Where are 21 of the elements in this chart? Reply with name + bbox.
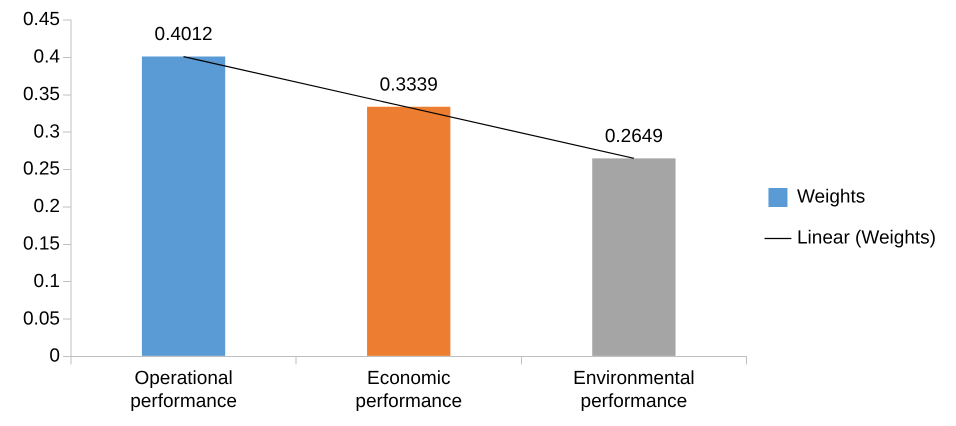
y-tick-label: 0.05 xyxy=(22,308,60,330)
y-tick-label: 0.3 xyxy=(34,121,60,142)
x-tick-label: Environmental performance xyxy=(573,368,695,412)
y-tick-label: 0 xyxy=(49,346,60,367)
data-label: 0.2649 xyxy=(604,126,663,148)
bar xyxy=(592,158,676,356)
y-tick-label: 0.15 xyxy=(22,234,60,254)
legend-label: Weights xyxy=(796,186,866,208)
y-tick-label: 0.35 xyxy=(22,84,60,105)
x-tick-label: Operational performance xyxy=(130,368,237,412)
data-label: 0.3339 xyxy=(380,74,438,96)
data-label: 0.4012 xyxy=(154,24,213,46)
y-tick-label: 0.45 xyxy=(22,9,60,30)
y-tick-label: 0.2 xyxy=(34,196,60,218)
x-tick-label: Economic performance xyxy=(355,368,462,412)
y-tick-label: 0.1 xyxy=(34,270,60,292)
bar xyxy=(367,106,450,356)
y-tick-label: 0.25 xyxy=(22,158,60,180)
bar xyxy=(142,56,226,356)
y-tick-label: 0.4 xyxy=(34,46,60,68)
legend-label: Linear (Weights) xyxy=(796,228,936,249)
